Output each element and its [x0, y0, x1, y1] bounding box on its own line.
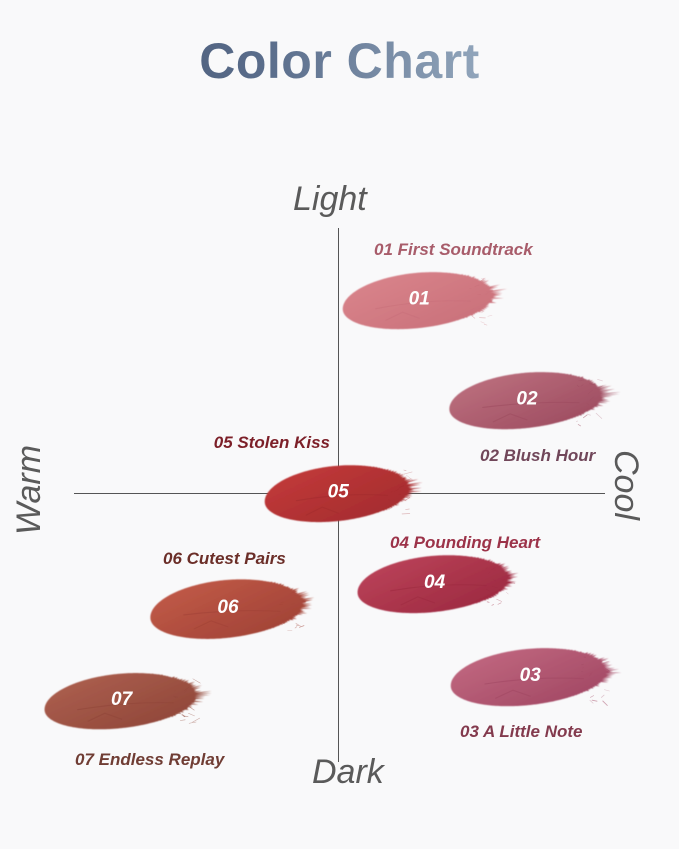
svg-text:05: 05	[328, 482, 350, 503]
svg-text:01: 01	[409, 289, 430, 310]
svg-text:07: 07	[111, 689, 134, 710]
svg-text:02: 02	[516, 389, 538, 410]
svg-text:03: 03	[520, 665, 542, 686]
svg-text:06: 06	[217, 597, 239, 618]
svg-text:04: 04	[424, 572, 446, 593]
